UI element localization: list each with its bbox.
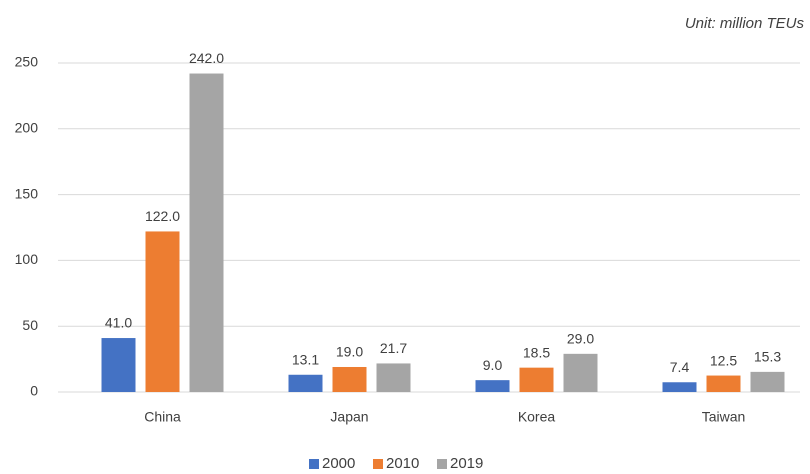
x-tick-label: Korea	[518, 409, 556, 425]
y-tick-label: 0	[30, 383, 38, 399]
bar	[563, 353, 598, 392]
value-label: 242.0	[189, 50, 224, 66]
y-tick-label: 200	[15, 120, 39, 136]
value-label: 41.0	[105, 315, 132, 331]
bar	[189, 73, 224, 392]
value-label: 13.1	[292, 351, 319, 367]
legend-swatch	[309, 459, 319, 469]
bar	[706, 375, 741, 392]
y-tick-label: 100	[15, 251, 39, 267]
x-tick-label: China	[144, 409, 181, 425]
y-tick-label: 50	[22, 317, 38, 333]
legend-swatch	[437, 459, 447, 469]
value-label: 19.0	[336, 344, 363, 360]
bar	[332, 366, 367, 392]
bar	[750, 371, 785, 392]
legend-swatch	[373, 459, 383, 469]
x-tick-label: Taiwan	[702, 409, 746, 425]
bar	[288, 374, 323, 392]
value-label: 12.5	[710, 352, 737, 368]
bar	[519, 367, 554, 392]
legend-label: 2010	[386, 455, 419, 472]
value-label: 21.7	[380, 340, 407, 356]
value-label: 18.5	[523, 344, 550, 360]
value-label: 29.0	[567, 331, 594, 347]
bar	[101, 338, 136, 392]
legend-label: 2019	[450, 455, 483, 472]
bar	[475, 380, 510, 392]
unit-annotation: Unit: million TEUs	[685, 15, 805, 32]
x-tick-label: Japan	[330, 409, 368, 425]
bar	[376, 363, 411, 392]
bar	[145, 231, 180, 392]
y-tick-label: 250	[15, 54, 39, 70]
value-label: 7.4	[670, 359, 690, 375]
legend-label: 2000	[322, 455, 355, 472]
y-tick-label: 150	[15, 185, 39, 201]
bar	[662, 382, 697, 392]
value-label: 122.0	[145, 208, 180, 224]
value-label: 9.0	[483, 357, 503, 373]
value-label: 15.3	[754, 349, 781, 365]
